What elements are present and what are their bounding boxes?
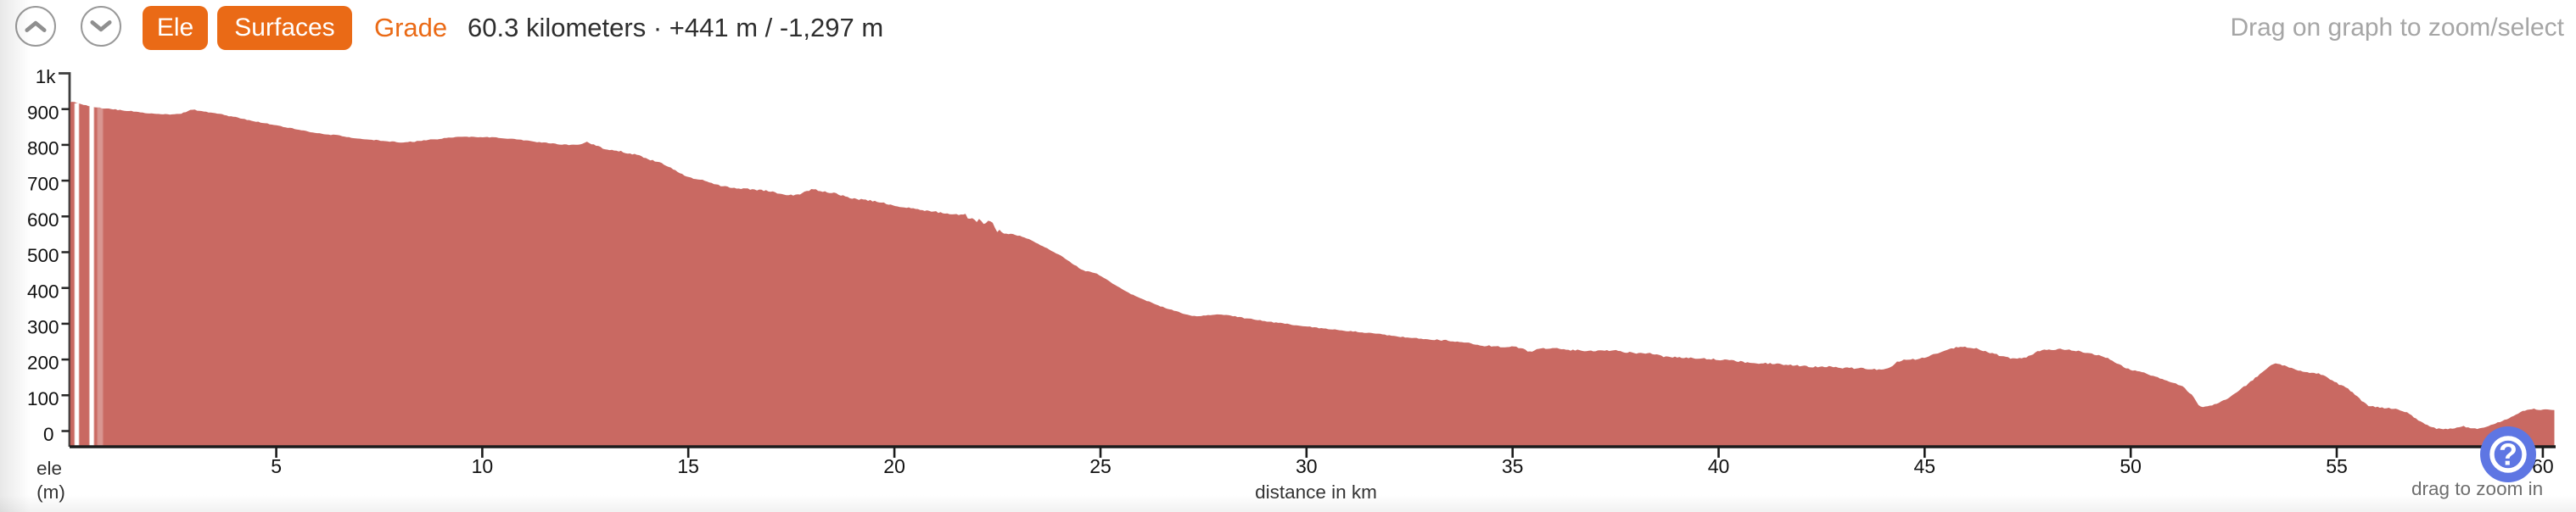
svg-text:5: 5 xyxy=(271,455,282,477)
svg-text:ele: ele xyxy=(36,458,62,479)
svg-text:40: 40 xyxy=(1708,455,1730,477)
svg-text:30: 30 xyxy=(1296,455,1318,477)
svg-text:(m): (m) xyxy=(36,481,65,503)
svg-text:700: 700 xyxy=(27,174,59,195)
svg-text:10: 10 xyxy=(472,455,494,477)
svg-text:300: 300 xyxy=(27,317,59,338)
svg-text:15: 15 xyxy=(677,455,699,477)
svg-text:500: 500 xyxy=(27,245,59,266)
svg-text:900: 900 xyxy=(27,102,59,123)
svg-text:20: 20 xyxy=(883,455,905,477)
svg-text:600: 600 xyxy=(27,209,59,231)
svg-text:25: 25 xyxy=(1089,455,1112,477)
svg-text:0: 0 xyxy=(43,424,54,445)
svg-text:100: 100 xyxy=(27,388,59,409)
svg-text:200: 200 xyxy=(27,353,59,374)
svg-text:45: 45 xyxy=(1914,455,1936,477)
svg-text:800: 800 xyxy=(27,138,59,159)
svg-text:50: 50 xyxy=(2120,455,2142,477)
svg-text:35: 35 xyxy=(1502,455,1524,477)
svg-text:?: ? xyxy=(2499,437,2517,472)
svg-text:distance in km: distance in km xyxy=(1255,481,1377,503)
svg-text:1k: 1k xyxy=(36,66,57,87)
svg-text:400: 400 xyxy=(27,281,59,302)
svg-text:55: 55 xyxy=(2326,455,2348,477)
